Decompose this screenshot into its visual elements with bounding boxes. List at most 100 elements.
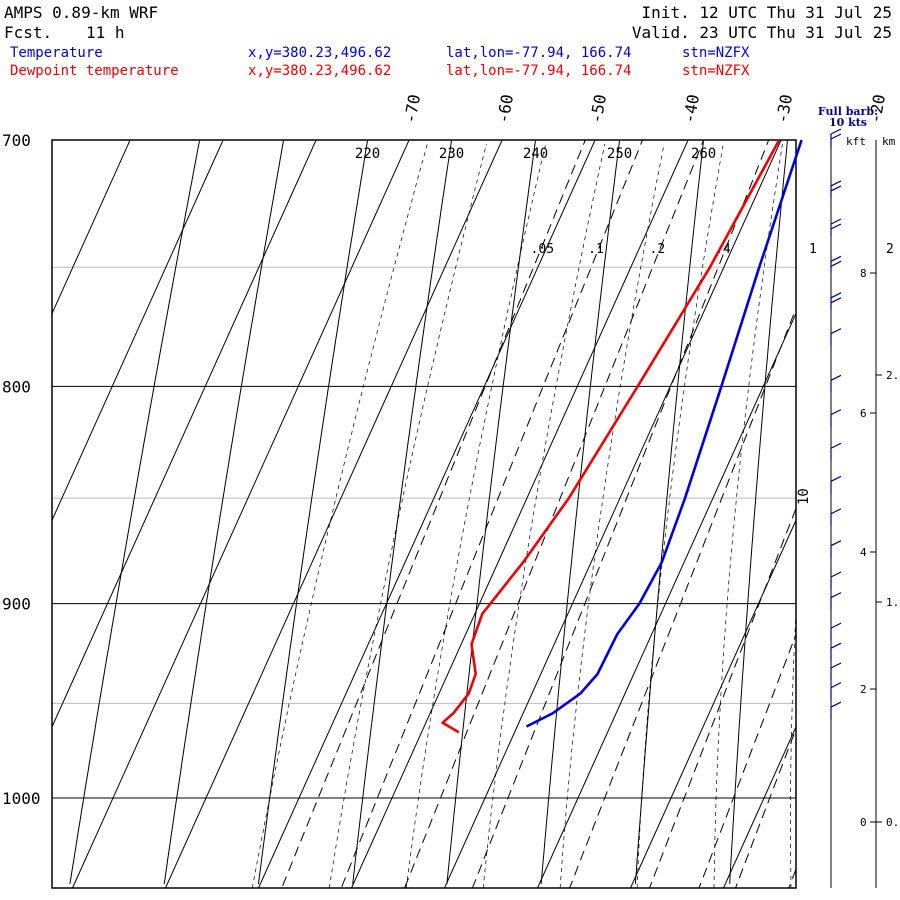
dry-adiabat-line (634, 140, 704, 885)
theta-label: 260 (691, 146, 716, 162)
barb-note-line2: 10 kts (829, 116, 867, 129)
temperature-profile-line (525, 139, 803, 728)
mixing-ratio-line (471, 140, 770, 888)
isotherm-line (444, 140, 782, 888)
wind-barb-flag (830, 622, 842, 629)
isotherm-line (723, 725, 796, 888)
wind-barb (830, 571, 842, 590)
mixing-ratio-label: .1 (588, 242, 604, 257)
moist-adiabat-line (559, 143, 665, 888)
theta-label: 240 (523, 146, 548, 162)
wind-barb (830, 180, 842, 198)
wind-barb-flag (830, 223, 842, 230)
wind-barb-flag (830, 475, 842, 482)
wind-barb (830, 540, 842, 558)
wind-barb (830, 662, 842, 681)
temperature-tick-label: -50 (586, 93, 610, 125)
legend-temperature-latlon: lat,lon=-77.94, 166.74 (446, 45, 632, 61)
km-label: km (882, 135, 896, 148)
kft-tick-label: 0 (860, 816, 867, 829)
mixing-ratio-line (569, 307, 796, 888)
mixing-ratio-line (404, 140, 705, 888)
wind-barb (830, 128, 842, 146)
isotherm-line (165, 140, 503, 888)
temperature-tick-label: -60 (493, 93, 517, 125)
temperature-tick-label: -30 (772, 93, 796, 125)
temperature-tick-label: -40 (679, 93, 703, 125)
side-label: 10 (796, 488, 812, 505)
theta-label: 230 (439, 146, 464, 162)
init-time: Init. 12 UTC Thu 31 Jul 25 (641, 3, 892, 22)
wind-barb-flag (830, 662, 842, 669)
background-lines (0, 140, 900, 888)
mixing-ratio-label: 2 (886, 242, 894, 257)
dry-adiabat-line (540, 140, 621, 885)
wind-barb-flag (830, 260, 842, 267)
mixing-ratio-line (788, 867, 796, 888)
mixing-ratio-label: .4 (715, 242, 731, 257)
model-title: AMPS 0.89-km WRF (4, 3, 159, 22)
wind-barb (830, 642, 842, 661)
dry-adiabat-line (352, 140, 453, 885)
mixing-ratio-line (698, 633, 796, 888)
wind-barb (830, 442, 842, 461)
temperature-tick-label: -20 (865, 93, 889, 125)
kft-label: kft (846, 135, 866, 148)
mixing-ratio-line (281, 140, 586, 888)
wind-barb-flag (830, 508, 842, 515)
wind-barb-flag (830, 128, 842, 135)
km-tick-label: 1. (886, 596, 899, 609)
mixing-ratio-label: 1 (809, 242, 817, 257)
wind-barb-flag (830, 297, 842, 304)
wind-barb-flag (830, 133, 842, 140)
wind-barb (830, 255, 842, 274)
legend-dewpoint-label: Dewpoint temperature (10, 63, 179, 79)
legend-dewpoint-xy: x,y=380.23,496.62 (248, 63, 392, 79)
pressure-tick-label: 800 (2, 377, 31, 396)
mixing-ratio-label: .2 (650, 242, 666, 257)
isotherm-line (72, 140, 410, 888)
wind-barb (830, 374, 842, 393)
isotherm-line (52, 140, 317, 729)
wind-barb (830, 409, 842, 427)
kft-tick-label: 8 (860, 267, 867, 280)
temperature-tick-label: -70 (400, 93, 424, 125)
pressure-tick-label: 700 (2, 131, 31, 150)
wind-barb (830, 475, 842, 494)
km-tick-label: 0. (886, 816, 899, 829)
wind-barb (830, 682, 842, 700)
wind-barb-flag (830, 292, 842, 299)
kft-tick-label: 6 (860, 407, 867, 420)
kft-tick-label: 2 (860, 683, 867, 696)
isotherm-line (351, 140, 689, 888)
dry-adiabat-line (69, 140, 201, 885)
wind-barb (830, 508, 842, 526)
kft-tick-label: 4 (860, 546, 867, 559)
wind-barb (830, 328, 842, 346)
dry-adiabat-line (257, 140, 369, 885)
legend-dewpoint-stn: stn=NZFX (682, 63, 750, 79)
isotherm-line (52, 140, 131, 315)
theta-label: 220 (355, 146, 380, 162)
mixing-ratio-line (735, 727, 796, 888)
wind-barb-flag (830, 180, 842, 187)
wind-barb-flag (830, 592, 842, 599)
mixing-ratio-line (340, 140, 644, 888)
legend-temperature-stn: stn=NZFX (682, 45, 750, 61)
legend-dewpoint-latlon: lat,lon=-77.94, 166.74 (446, 63, 632, 79)
km-tick-label: 2. (886, 369, 899, 382)
wind-barb-flag (830, 571, 842, 578)
isotherm-line (0, 140, 37, 888)
wind-barb-flag (830, 642, 842, 649)
wind-barb-flag (830, 540, 842, 547)
forecast-label: Fcst. (4, 23, 53, 42)
wind-barb-flag (830, 218, 842, 225)
wind-barb (830, 592, 842, 610)
wind-barb-flag (830, 701, 842, 708)
theta-label: 250 (607, 146, 632, 162)
moist-adiabat-line (328, 143, 487, 888)
forecast-value: 11 h (86, 23, 125, 42)
moist-adiabat-line (864, 144, 900, 888)
wind-barb-flag (830, 374, 842, 381)
pressure-tick-label: 1000 (2, 789, 41, 808)
